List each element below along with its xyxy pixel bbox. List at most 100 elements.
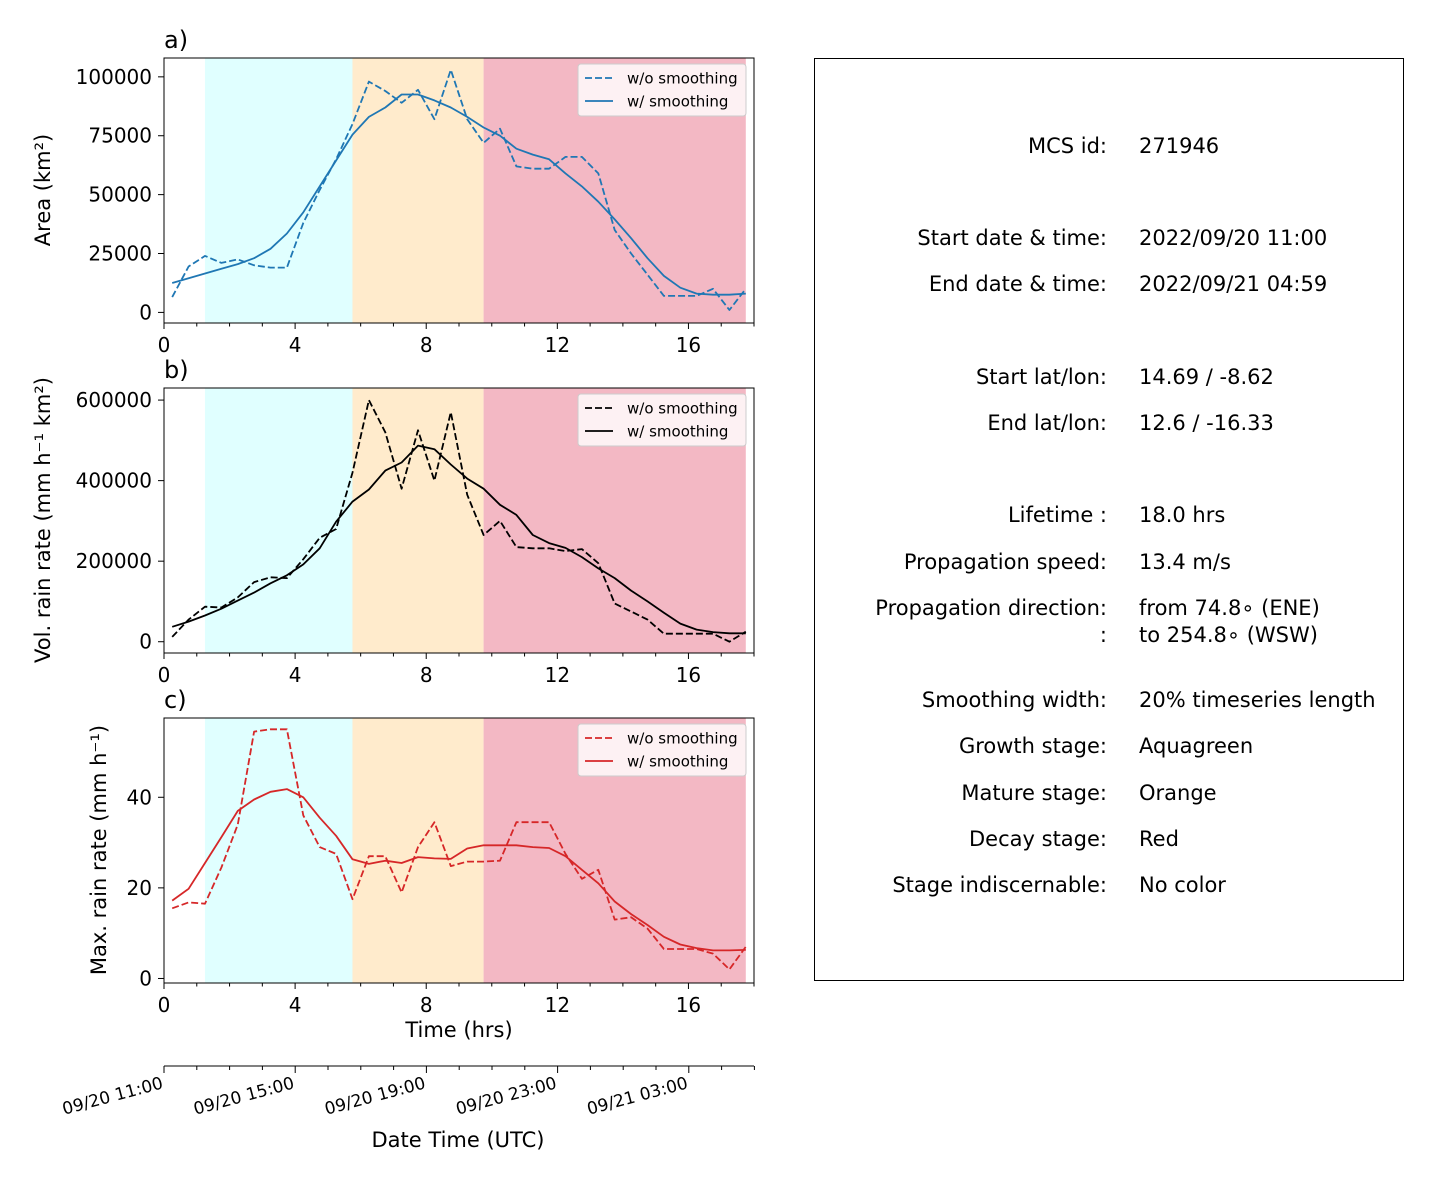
legend-label-smoothed: w/ smoothing (627, 93, 728, 111)
panel-label: b) (164, 356, 189, 384)
info-key: MCS id: (1027, 134, 1107, 158)
series-line-smoothed (171, 93, 746, 296)
legend-label-raw: w/o smoothing (627, 730, 738, 748)
series-line-smoothed (171, 788, 746, 952)
stage-band-mature (352, 58, 484, 323)
x-tick-label: 4 (289, 993, 302, 1017)
series-line-raw (171, 728, 747, 971)
x-tick-label: 16 (676, 993, 701, 1017)
info-value: 14.69 / -8.62 (1139, 365, 1274, 389)
x-tick-label: 16 (676, 333, 701, 357)
x-tick-label: 4 (289, 333, 302, 357)
y-tick-label: 600000 (76, 388, 152, 412)
info-key: Stage indiscernable: (892, 873, 1107, 897)
x-tick-label: 16 (676, 663, 701, 687)
axes-frame (163, 717, 755, 984)
info-value: 2022/09/21 04:59 (1139, 272, 1328, 296)
y-tick-label: 50000 (88, 183, 152, 207)
stage-band-growth (204, 718, 353, 983)
x-tick-label: 0 (158, 993, 171, 1017)
legend: w/o smoothing w/ smoothing (577, 63, 747, 117)
datetime-tick-label: 09/20 23:00 (454, 1074, 559, 1120)
mcs-info-panel: MCS id: 271946 Start date & time: 2022/09/2… (814, 58, 1404, 981)
info-value: 13.4 m/s (1139, 550, 1231, 574)
info-key: Start date & time: (917, 226, 1107, 250)
info-value: No color (1139, 873, 1226, 897)
datetime-axis: Date Time (UTC) 09/20 11:00 09/20 15:00 09… (60, 1065, 755, 1152)
y-tick-label: 75000 (88, 124, 152, 148)
y-tick-label: 40 (127, 785, 152, 809)
y-tick-label: 100000 (76, 65, 152, 89)
legend: w/o smoothing w/ smoothing (577, 393, 747, 447)
x-tick-label: 0 (158, 663, 171, 687)
x-tick-label: 12 (545, 663, 570, 687)
x-tick-label: 12 (545, 333, 570, 357)
y-tick-label: 0 (139, 966, 152, 990)
y-axis-label: Vol. rain rate (mm h⁻¹ km²) (31, 377, 55, 663)
stage-band-mature (352, 388, 484, 653)
info-value: to 254.8∘ (WSW) (1139, 623, 1318, 647)
y-axis-label: Area (km²) (31, 134, 55, 246)
legend-box (577, 723, 747, 777)
series-line-raw (171, 68, 747, 311)
y-tick-label: 0 (139, 300, 152, 324)
datetime-tick-label: 09/21 03:00 (585, 1074, 690, 1120)
panel-volume-rain-rate: b) Vol. rain rate (mm h⁻¹ km²) 020000040… (31, 356, 755, 687)
info-value: Red (1139, 827, 1179, 851)
y-tick-label: 25000 (88, 242, 152, 266)
axes-frame (163, 387, 755, 654)
datetime-axis-label: Date Time (UTC) (372, 1128, 545, 1152)
info-value: 12.6 / -16.33 (1139, 411, 1274, 435)
y-tick-label: 200000 (76, 549, 152, 573)
datetime-tick-label: 09/20 15:00 (191, 1074, 296, 1120)
info-value: 20% timeseries length (1139, 688, 1376, 712)
series-line-raw (171, 399, 747, 643)
info-key: End lat/lon: (987, 411, 1107, 435)
datetime-tick-label: 09/20 11:00 (60, 1074, 165, 1120)
x-axis-label: Time (hrs) (404, 1018, 512, 1042)
legend-label-smoothed: w/ smoothing (627, 753, 728, 771)
legend-label-raw: w/o smoothing (627, 400, 738, 418)
x-tick-label: 8 (420, 663, 433, 687)
axes-frame (163, 57, 755, 324)
legend-box (577, 63, 747, 117)
info-key: Propagation speed: (903, 550, 1107, 574)
x-tick-label: 4 (289, 663, 302, 687)
info-value: 18.0 hrs (1139, 503, 1226, 527)
info-key: End date & time: (928, 272, 1107, 296)
info-value: 2022/09/20 11:00 (1139, 226, 1328, 250)
legend-box (577, 393, 747, 447)
info-value: Orange (1139, 781, 1217, 805)
panel-label: a) (164, 26, 188, 54)
info-key: Growth stage: (958, 734, 1107, 758)
info-value: 271946 (1139, 134, 1220, 158)
datetime-tick-label: 09/20 19:00 (323, 1074, 428, 1120)
legend-label-smoothed: w/ smoothing (627, 423, 728, 441)
stage-band-growth (204, 58, 353, 323)
stage-band-growth (204, 388, 353, 653)
panel-max-rain-rate: c) Max. rain rate (mm h⁻¹) Time (hrs) 0 2… (87, 686, 755, 1042)
info-key: Lifetime : (1007, 503, 1107, 527)
legend: w/o smoothing w/ smoothing (577, 723, 747, 777)
y-tick-label: 20 (127, 876, 152, 900)
x-tick-label: 8 (420, 333, 433, 357)
y-tick-label: 400000 (76, 469, 152, 493)
panel-label: c) (164, 686, 187, 714)
x-tick-label: 12 (545, 993, 570, 1017)
legend-label-raw: w/o smoothing (627, 70, 738, 88)
info-key: Smoothing width: (921, 688, 1107, 712)
y-axis-label: Max. rain rate (mm h⁻¹) (87, 725, 111, 975)
x-tick-label: 0 (158, 333, 171, 357)
stage-band-mature (352, 718, 484, 983)
info-key: Decay stage: (969, 827, 1107, 851)
info-key: Propagation direction: (875, 596, 1107, 620)
info-value: from 74.8∘ (ENE) (1139, 596, 1320, 620)
series-line-smoothed (171, 444, 746, 635)
x-tick-label: 8 (420, 993, 433, 1017)
y-tick-label: 0 (139, 630, 152, 654)
info-value: Aquagreen (1139, 734, 1254, 758)
panel-area: a) Area (km²) 0 25000 50000 75000 100000 0 4 8 1… (31, 26, 755, 357)
info-key: : (1099, 623, 1107, 647)
info-key: Start lat/lon: (975, 365, 1107, 389)
